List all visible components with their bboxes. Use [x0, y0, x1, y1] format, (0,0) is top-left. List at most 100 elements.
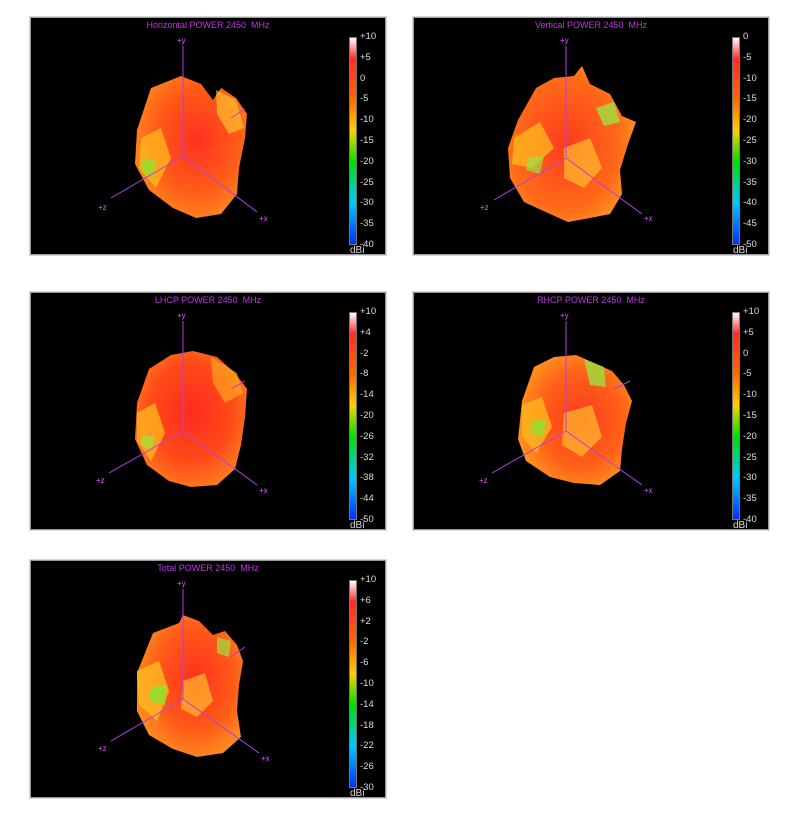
scale-tick: -10 [743, 72, 757, 84]
scale-tick: +2 [360, 615, 371, 627]
scale-tick: -45 [743, 218, 757, 230]
pattern-plot: +y +z +x [98, 579, 270, 763]
scale-tick: -30 [743, 155, 757, 167]
panel-title: Vertical POWER 2450 MHz [534, 20, 648, 30]
z-axis-label: +z [96, 476, 105, 485]
scale-tick: -25 [743, 451, 757, 463]
scale-unit: dBi [733, 245, 748, 255]
scale-tick: +5 [360, 51, 371, 63]
color-scale-ticks: +10 +6 +2 -2 -6 -10 -14 -18 -22 -26 -30 [360, 575, 384, 793]
pattern-highlight [562, 405, 602, 457]
pattern-panel-horizontal: +y +z +x Horizontal POWER 2450 MHz +10 +… [30, 17, 386, 255]
color-scale-ticks: 0 -5 -10 -15 -20 -25 -30 -35 -40 -45 -50 [743, 32, 767, 250]
pattern-highlight [141, 435, 155, 449]
z-axis-line [491, 430, 567, 474]
scale-tick: 0 [360, 72, 366, 84]
pattern-highlight [181, 673, 213, 717]
pattern-highlight [564, 138, 602, 188]
scale-tick: -10 [360, 114, 374, 126]
scale-tick: -20 [743, 430, 757, 442]
pattern-highlight [216, 90, 244, 134]
x-axis-back-line [230, 108, 246, 119]
scale-tick: 0 [743, 347, 749, 359]
scale-tick: -15 [360, 135, 374, 146]
pattern-highlight [149, 685, 167, 705]
z-axis-line [110, 698, 184, 742]
z-axis-line [493, 157, 567, 201]
scale-tick: -25 [743, 135, 757, 146]
scale-tick: -30 [360, 782, 374, 793]
scale-tick: -25 [360, 176, 374, 188]
scale-tick: -5 [743, 51, 752, 63]
scale-tick: -30 [360, 197, 374, 209]
scale-tick: -40 [360, 239, 374, 250]
scale-tick: 0 [743, 31, 749, 42]
panel-title: Total POWER 2450 MHz [157, 563, 259, 573]
color-scale-ticks: +10 +4 -2 -8 -14 -20 -26 -32 -38 -44 -50 [360, 307, 384, 525]
scale-tick: -50 [743, 239, 757, 250]
scale-tick: -30 [743, 472, 757, 484]
scale-tick: -5 [360, 93, 369, 105]
x-axis-label: +x [261, 754, 270, 763]
pattern-highlight [211, 357, 243, 403]
y-axis-label: +y [177, 579, 186, 588]
scale-tick: -22 [360, 740, 374, 752]
scale-tick: -6 [360, 657, 369, 669]
y-axis-label: +y [177, 36, 186, 45]
scale-tick: -26 [360, 761, 374, 773]
scale-tick: -2 [360, 347, 369, 359]
pattern-panel-lhcp: +y +z +x LHCP POWER 2450 MHz +10 +4 -2 -… [30, 292, 386, 530]
pattern-panel-total: +y +z +x Total POWER 2450 MHz +10 +6 +2 … [30, 560, 386, 798]
pattern-highlight [530, 419, 546, 437]
scale-tick: -20 [360, 155, 374, 167]
scale-tick: -35 [743, 176, 757, 188]
scale-unit: dBi [733, 520, 748, 530]
scale-tick: -32 [360, 451, 374, 463]
pattern-highlight [596, 102, 620, 126]
scale-tick: +10 [360, 574, 377, 585]
scale-tick: -35 [360, 218, 374, 230]
color-scale-bar [732, 312, 740, 520]
scale-tick: -40 [743, 197, 757, 209]
scale-tick: -50 [360, 514, 374, 525]
pattern-highlight [584, 359, 606, 387]
color-scale-bar [732, 37, 740, 245]
z-axis-line [110, 155, 184, 199]
x-axis-line [565, 430, 643, 486]
pattern-highlight [141, 158, 157, 178]
scale-unit: dBi [350, 520, 365, 530]
panel-title: Horizontal POWER 2450 MHz [146, 20, 270, 30]
color-scale-bar [349, 37, 357, 245]
x-axis-label: +x [259, 486, 268, 495]
pattern-plot: +y +z +x [479, 311, 653, 495]
x-axis-line [565, 157, 643, 215]
scale-unit: dBi [350, 788, 365, 798]
scale-tick: +6 [360, 594, 371, 606]
pattern-highlight [526, 156, 544, 174]
scale-tick: -26 [360, 430, 374, 442]
x-axis-line [182, 430, 258, 486]
scale-tick: -35 [743, 493, 757, 505]
x-axis-back-line [230, 380, 246, 390]
scale-tick: -40 [743, 514, 757, 525]
scale-tick: -15 [743, 410, 757, 421]
scale-tick: -38 [360, 472, 374, 484]
y-axis-label: +y [560, 36, 569, 45]
scale-tick: -2 [360, 636, 369, 648]
scale-tick: -20 [743, 114, 757, 126]
z-axis-label: +z [98, 744, 107, 753]
color-scale-bar [349, 580, 357, 788]
scale-tick: -20 [360, 410, 374, 421]
scale-tick: -44 [360, 493, 374, 505]
scale-tick: +10 [743, 306, 760, 317]
x-axis-label: +x [644, 486, 653, 495]
pattern-panel-vertical: +y +z +x Vertical POWER 2450 MHz 0 -5 -1… [413, 17, 769, 255]
scale-tick: -5 [743, 368, 752, 380]
radiation-pattern-surface [508, 66, 636, 222]
pattern-highlight [217, 637, 231, 657]
color-scale-bar [349, 312, 357, 520]
pattern-highlight [137, 403, 165, 461]
color-scale-ticks: +10 +5 0 -5 -10 -15 -20 -25 -30 -35 -40 [743, 307, 767, 525]
x-axis-line [182, 698, 260, 754]
z-axis-label: +z [98, 203, 107, 212]
